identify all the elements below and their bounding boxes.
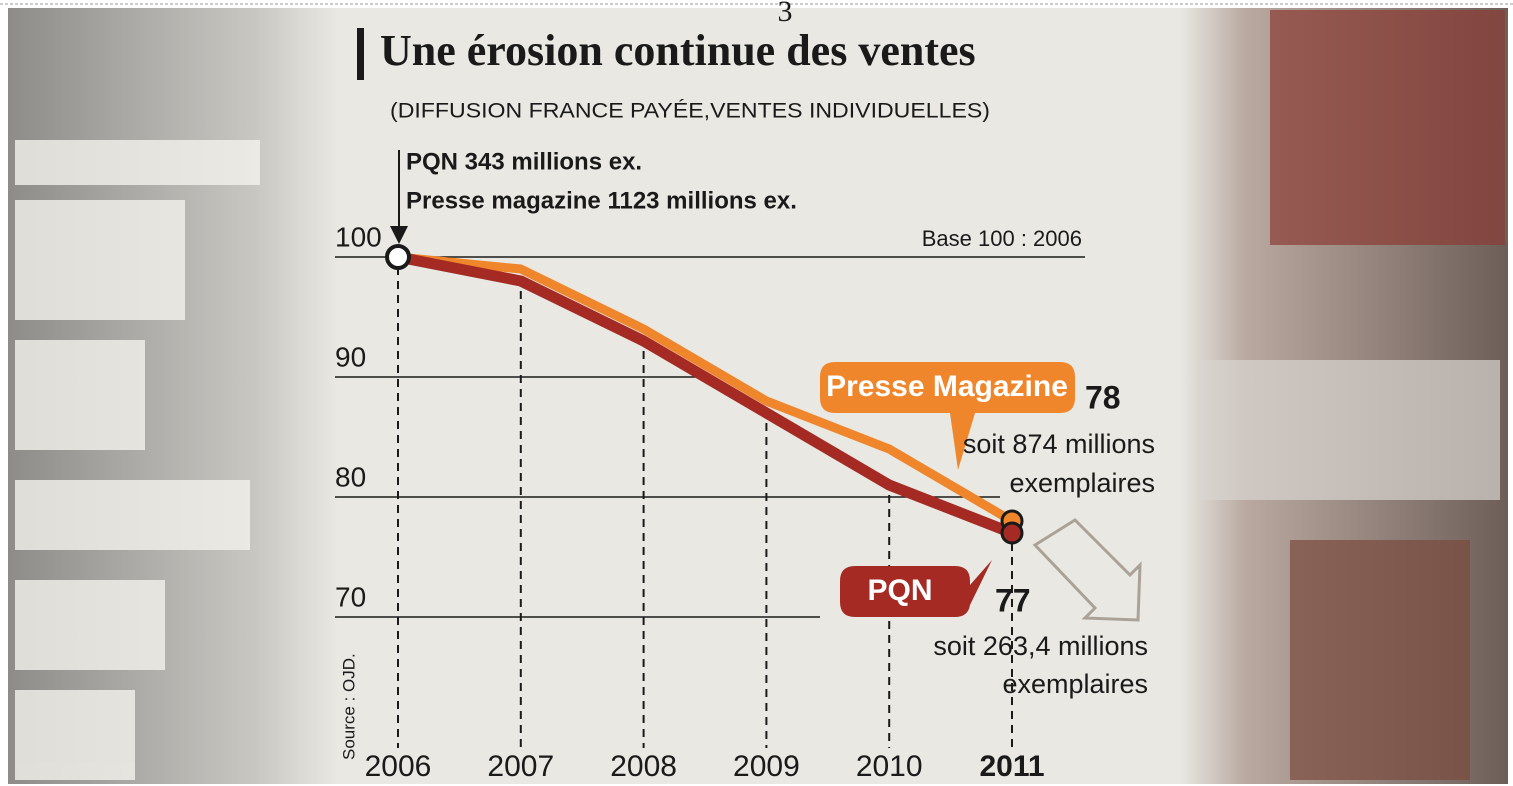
page-number: 3 <box>778 0 793 28</box>
x-tick-label: 2007 <box>487 750 554 783</box>
y-tick-label: 100 <box>335 221 382 252</box>
x-tick-label: 2011 <box>979 750 1044 783</box>
series-note: exemplaires <box>1002 669 1148 699</box>
base-annotation: PQN 343 millions ex. <box>406 148 642 175</box>
end-value-label: 78 <box>1085 379 1121 415</box>
legend-bubble <box>820 362 1075 470</box>
base-arrow-head <box>390 226 408 244</box>
series-note: soit 263,4 millions <box>933 631 1148 661</box>
end-value-label: 77 <box>995 582 1031 618</box>
newspaper-stack <box>15 140 260 780</box>
legend-label: PQN <box>867 574 932 607</box>
title-bar <box>357 28 364 80</box>
series-note: exemplaires <box>1009 468 1155 498</box>
x-tick-label: 2006 <box>365 750 432 783</box>
chart-title: Une érosion continue des ventes <box>380 26 976 75</box>
y-tick-label: 70 <box>335 581 366 612</box>
subtitle: (DIFFUSION FRANCE PAYÉE,VENTES INDIVIDUE… <box>390 100 990 123</box>
y-tick-label: 80 <box>335 461 366 492</box>
magazine-stack <box>1200 10 1505 780</box>
x-tick-label: 2009 <box>733 750 800 783</box>
x-tick-label: 2010 <box>856 750 923 783</box>
series-note: soit 874 millions <box>963 429 1155 459</box>
x-tick-label: 2008 <box>610 750 677 783</box>
source: Source : OJD. <box>339 653 358 760</box>
legend-bubble <box>840 560 992 617</box>
series-line <box>397 252 1015 525</box>
base-note: Base 100 : 2006 <box>922 226 1082 251</box>
start-marker <box>385 244 411 270</box>
series-line <box>396 251 1015 539</box>
base-annotation: Presse magazine 1123 millions ex. <box>406 187 797 214</box>
legend-label: Presse Magazine <box>826 370 1068 403</box>
trend-arrow <box>1032 518 1142 622</box>
end-marker <box>1000 521 1024 545</box>
y-tick-label: 90 <box>335 341 366 372</box>
